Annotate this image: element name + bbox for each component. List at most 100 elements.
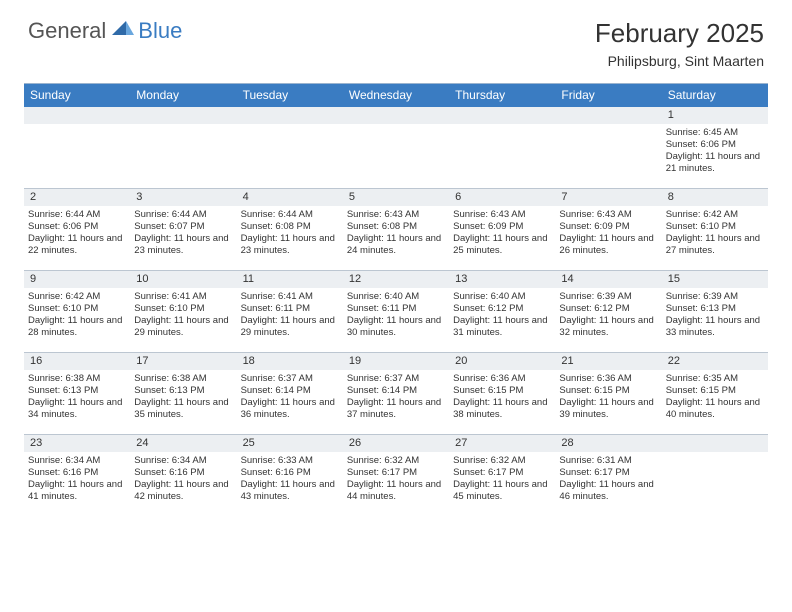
day-number: 17 (130, 353, 236, 370)
day-detail: Sunrise: 6:36 AM (453, 373, 551, 385)
day-detail: Sunrise: 6:37 AM (241, 373, 339, 385)
day-detail: Daylight: 11 hours and 40 minutes. (666, 397, 764, 421)
calendar-cell: 14Sunrise: 6:39 AMSunset: 6:12 PMDayligh… (555, 271, 661, 353)
calendar-cell (130, 107, 236, 189)
day-detail: Sunset: 6:09 PM (453, 221, 551, 233)
calendar-cell: 21Sunrise: 6:36 AMSunset: 6:15 PMDayligh… (555, 353, 661, 435)
calendar-cell: 20Sunrise: 6:36 AMSunset: 6:15 PMDayligh… (449, 353, 555, 435)
calendar-week: 2Sunrise: 6:44 AMSunset: 6:06 PMDaylight… (24, 189, 768, 271)
day-number: 15 (662, 271, 768, 288)
day-detail: Daylight: 11 hours and 43 minutes. (241, 479, 339, 503)
logo-text-2: Blue (138, 18, 182, 44)
day-number: 3 (130, 189, 236, 206)
day-detail: Sunrise: 6:38 AM (134, 373, 232, 385)
day-detail: Daylight: 11 hours and 44 minutes. (347, 479, 445, 503)
day-number: 2 (24, 189, 130, 206)
calendar-cell: 25Sunrise: 6:33 AMSunset: 6:16 PMDayligh… (237, 435, 343, 513)
day-detail: Sunset: 6:11 PM (347, 303, 445, 315)
day-detail: Daylight: 11 hours and 30 minutes. (347, 315, 445, 339)
day-detail: Sunset: 6:13 PM (134, 385, 232, 397)
day-detail: Sunset: 6:17 PM (559, 467, 657, 479)
day-number: 4 (237, 189, 343, 206)
day-number: 6 (449, 189, 555, 206)
day-number: 19 (343, 353, 449, 370)
calendar-week: 1Sunrise: 6:45 AMSunset: 6:06 PMDaylight… (24, 107, 768, 189)
day-detail: Sunrise: 6:42 AM (28, 291, 126, 303)
day-detail: Sunset: 6:16 PM (241, 467, 339, 479)
day-detail: Sunrise: 6:40 AM (453, 291, 551, 303)
day-detail: Daylight: 11 hours and 26 minutes. (559, 233, 657, 257)
calendar-cell: 23Sunrise: 6:34 AMSunset: 6:16 PMDayligh… (24, 435, 130, 513)
day-number (662, 435, 768, 452)
day-detail: Sunrise: 6:32 AM (453, 455, 551, 467)
day-detail: Sunrise: 6:38 AM (28, 373, 126, 385)
day-number: 8 (662, 189, 768, 206)
day-header-cell: Saturday (662, 84, 768, 107)
calendar-cell: 10Sunrise: 6:41 AMSunset: 6:10 PMDayligh… (130, 271, 236, 353)
logo: General Blue (28, 18, 182, 44)
logo-triangle-icon (112, 21, 134, 37)
day-detail: Sunrise: 6:36 AM (559, 373, 657, 385)
calendar-cell: 26Sunrise: 6:32 AMSunset: 6:17 PMDayligh… (343, 435, 449, 513)
day-number: 13 (449, 271, 555, 288)
logo-text-1: General (28, 18, 106, 44)
day-detail: Sunset: 6:08 PM (241, 221, 339, 233)
day-detail: Daylight: 11 hours and 23 minutes. (134, 233, 232, 257)
day-detail: Daylight: 11 hours and 35 minutes. (134, 397, 232, 421)
day-header-cell: Wednesday (343, 84, 449, 107)
day-detail: Sunrise: 6:44 AM (134, 209, 232, 221)
day-number: 22 (662, 353, 768, 370)
day-detail: Sunrise: 6:32 AM (347, 455, 445, 467)
day-number: 11 (237, 271, 343, 288)
page-header: General Blue February 2025 Philipsburg, … (0, 0, 792, 77)
day-detail: Daylight: 11 hours and 37 minutes. (347, 397, 445, 421)
day-detail: Sunset: 6:09 PM (559, 221, 657, 233)
day-detail: Sunset: 6:10 PM (666, 221, 764, 233)
day-detail: Daylight: 11 hours and 34 minutes. (28, 397, 126, 421)
day-detail: Sunset: 6:13 PM (28, 385, 126, 397)
month-title: February 2025 (595, 18, 764, 49)
weeks-container: 1Sunrise: 6:45 AMSunset: 6:06 PMDaylight… (24, 107, 768, 513)
calendar-cell (24, 107, 130, 189)
day-detail: Sunset: 6:12 PM (559, 303, 657, 315)
day-header-cell: Sunday (24, 84, 130, 107)
day-header-cell: Monday (130, 84, 236, 107)
calendar-cell: 8Sunrise: 6:42 AMSunset: 6:10 PMDaylight… (662, 189, 768, 271)
calendar-cell: 5Sunrise: 6:43 AMSunset: 6:08 PMDaylight… (343, 189, 449, 271)
day-detail: Sunset: 6:07 PM (134, 221, 232, 233)
calendar-cell (237, 107, 343, 189)
day-detail: Daylight: 11 hours and 33 minutes. (666, 315, 764, 339)
day-detail: Sunset: 6:14 PM (347, 385, 445, 397)
day-detail: Sunset: 6:10 PM (28, 303, 126, 315)
day-number: 14 (555, 271, 661, 288)
day-detail: Sunrise: 6:35 AM (666, 373, 764, 385)
day-number (130, 107, 236, 124)
day-detail: Sunset: 6:16 PM (28, 467, 126, 479)
day-detail: Daylight: 11 hours and 24 minutes. (347, 233, 445, 257)
day-detail: Sunrise: 6:41 AM (241, 291, 339, 303)
day-number: 1 (662, 107, 768, 124)
day-number (24, 107, 130, 124)
calendar-cell (449, 107, 555, 189)
calendar-cell: 16Sunrise: 6:38 AMSunset: 6:13 PMDayligh… (24, 353, 130, 435)
day-number (555, 107, 661, 124)
day-header-cell: Thursday (449, 84, 555, 107)
day-detail: Daylight: 11 hours and 25 minutes. (453, 233, 551, 257)
day-number: 21 (555, 353, 661, 370)
calendar-cell: 11Sunrise: 6:41 AMSunset: 6:11 PMDayligh… (237, 271, 343, 353)
calendar-week: 23Sunrise: 6:34 AMSunset: 6:16 PMDayligh… (24, 435, 768, 513)
day-number: 27 (449, 435, 555, 452)
day-detail: Daylight: 11 hours and 45 minutes. (453, 479, 551, 503)
calendar: Sunday Monday Tuesday Wednesday Thursday… (24, 83, 768, 513)
calendar-cell (343, 107, 449, 189)
calendar-cell: 15Sunrise: 6:39 AMSunset: 6:13 PMDayligh… (662, 271, 768, 353)
day-detail: Sunset: 6:16 PM (134, 467, 232, 479)
calendar-cell: 3 Sunrise: 6:44 AMSunset: 6:07 PMDaylight… (130, 189, 236, 271)
calendar-cell: 2Sunrise: 6:44 AMSunset: 6:06 PMDaylight… (24, 189, 130, 271)
calendar-cell (555, 107, 661, 189)
day-detail: Daylight: 11 hours and 41 minutes. (28, 479, 126, 503)
day-detail: Sunrise: 6:43 AM (453, 209, 551, 221)
calendar-cell: 9Sunrise: 6:42 AMSunset: 6:10 PMDaylight… (24, 271, 130, 353)
day-number: 26 (343, 435, 449, 452)
day-detail: Sunrise: 6:31 AM (559, 455, 657, 467)
